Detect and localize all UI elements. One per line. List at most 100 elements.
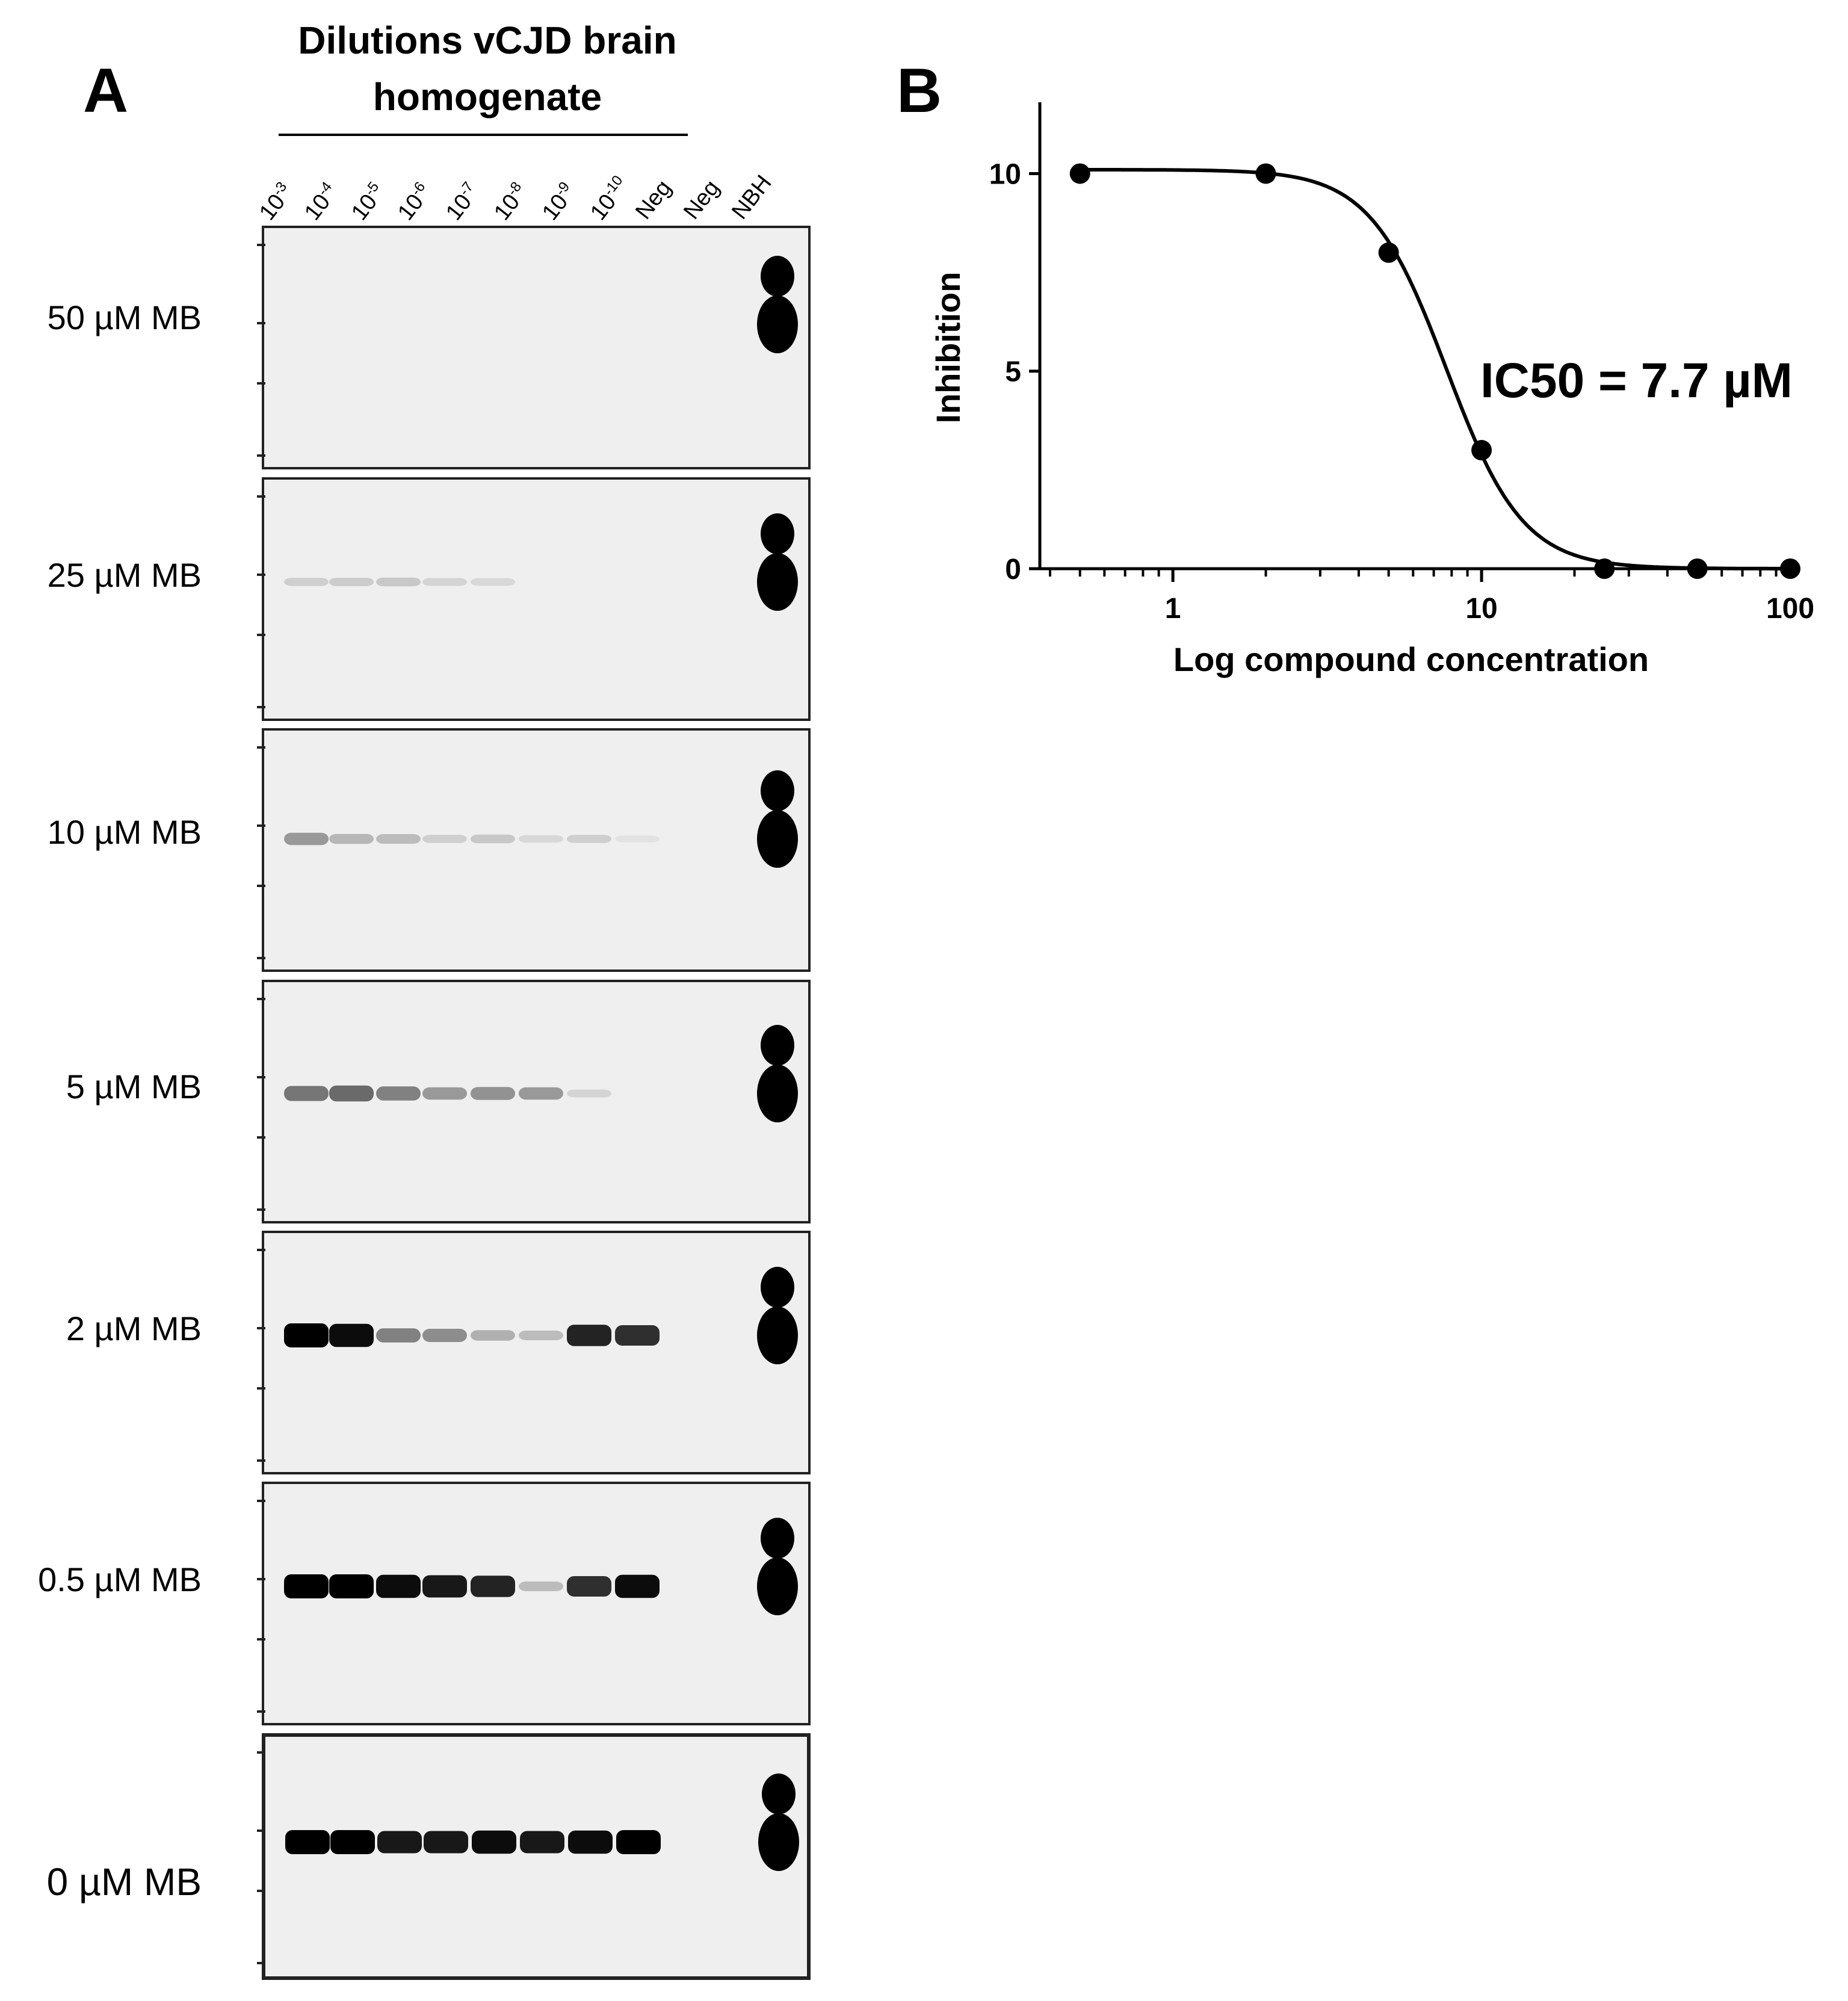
lane-label: NBH [727,170,777,224]
x-tick-label: 100 [1766,593,1814,625]
lane-label: 10-10 [585,173,635,226]
blot-band [567,1089,611,1098]
nbh-band [762,1774,796,1814]
size-marker-tick [257,706,265,708]
fit-curve [1080,168,1790,571]
size-marker-tick [257,1459,265,1462]
x-axis-label: Log compound concentration [1173,640,1649,678]
blot-panel [262,1231,811,1474]
nbh-band [757,553,798,611]
blot-band [567,835,611,843]
nbh-band [761,770,794,811]
lane-label: 10-9 [537,179,581,226]
blot-band [284,578,329,586]
blot-band [422,1087,467,1100]
size-marker-tick [257,382,265,385]
blot-band [329,1085,374,1102]
nbh-band [757,295,798,353]
blot-band [284,1574,329,1598]
blot-panel [262,728,811,972]
blot-band [567,1325,611,1346]
blot-band [284,1323,329,1347]
dilutions-title: Dilutions vCJD brain homogenate [259,12,716,125]
blot-panel [262,226,811,469]
lane-label-base: NBH [727,170,777,224]
blot-band [330,1830,375,1854]
blot-panel [262,1482,811,1725]
lane-label: 10-3 [254,179,298,226]
lane-label: Neg [631,176,677,224]
nbh-band [757,1557,798,1615]
data-point [1780,558,1800,579]
blot-band [376,1086,421,1101]
dilutions-title-line1: Dilutions vCJD brain [298,19,677,62]
blot-band [424,1831,468,1854]
size-marker-tick [257,1890,265,1892]
y-axis-label: Inhibition [929,272,967,424]
size-marker-tick [257,1500,265,1502]
blot-band [376,577,421,587]
data-point [1594,558,1615,579]
blot-band [519,835,563,843]
size-marker-tick [257,1387,265,1390]
blot-row-label: 0.5 µM MB [38,1560,202,1598]
lane-label-base: Neg [679,175,725,224]
blot-row-label: 10 µM MB [47,813,202,851]
blot-band [376,1574,421,1598]
panel-a-letter: A [83,56,129,126]
blot-band [376,1328,421,1343]
lane-label: Neg [679,176,725,224]
lane-label: 10-8 [489,179,533,226]
blot-band [422,1329,467,1342]
blot-band [615,1574,660,1598]
blot-row-label: 2 µM MB [66,1310,202,1347]
x-tick-label: 1 [1165,593,1181,625]
nbh-band [757,1065,798,1122]
dilutions-bracket-line [279,134,688,136]
blot-band [285,1830,330,1854]
blot-band [377,1831,422,1854]
lane-label: 10-7 [440,179,485,226]
nbh-band [757,1307,798,1364]
blot-band [615,1325,660,1346]
nbh-band [757,810,798,868]
size-marker-tick [257,1208,265,1211]
size-marker-tick [257,1249,265,1251]
blot-band [519,1582,563,1591]
size-marker-tick [257,1136,265,1139]
y-tick-label: 5 [1005,356,1021,388]
size-marker-tick [257,1327,265,1329]
size-marker-tick [257,885,265,887]
nbh-band [761,256,794,297]
size-marker-tick [257,1962,265,1964]
blot-band [471,1087,515,1100]
blot-band [376,834,421,844]
blot-band [615,835,660,843]
blot-band [519,1087,563,1100]
blot-band [520,1831,564,1854]
blot-band [567,1576,611,1597]
blot-band [616,1830,661,1854]
blot-band [471,578,515,586]
data-point [1255,163,1276,184]
lane-label: 10-6 [392,179,437,226]
blot-row-label: 25 µM MB [47,556,202,594]
size-marker-tick [257,1710,265,1713]
size-marker-tick [257,634,265,636]
blot-band [329,1574,374,1598]
nbh-band [761,513,794,554]
lane-label-base: Neg [631,175,677,224]
ic50-annotation: IC50 = 7.7 µM [1480,353,1793,408]
lane-label: 10-5 [346,179,391,226]
blot-band [422,1575,467,1598]
size-marker-tick [257,1638,265,1641]
y-tick-label: 10 [989,158,1021,190]
nbh-band [761,1518,794,1559]
dose-response-chart: 0 5 10 1 10 100 Log compound concentration Inhi… [929,102,1814,678]
blot-band [471,1576,515,1597]
blot-band [284,832,329,846]
data-point [1069,163,1090,184]
blot-band [471,834,515,844]
blot-row-label: 0 µM MB [46,1860,202,1904]
blot-panel [262,980,811,1223]
